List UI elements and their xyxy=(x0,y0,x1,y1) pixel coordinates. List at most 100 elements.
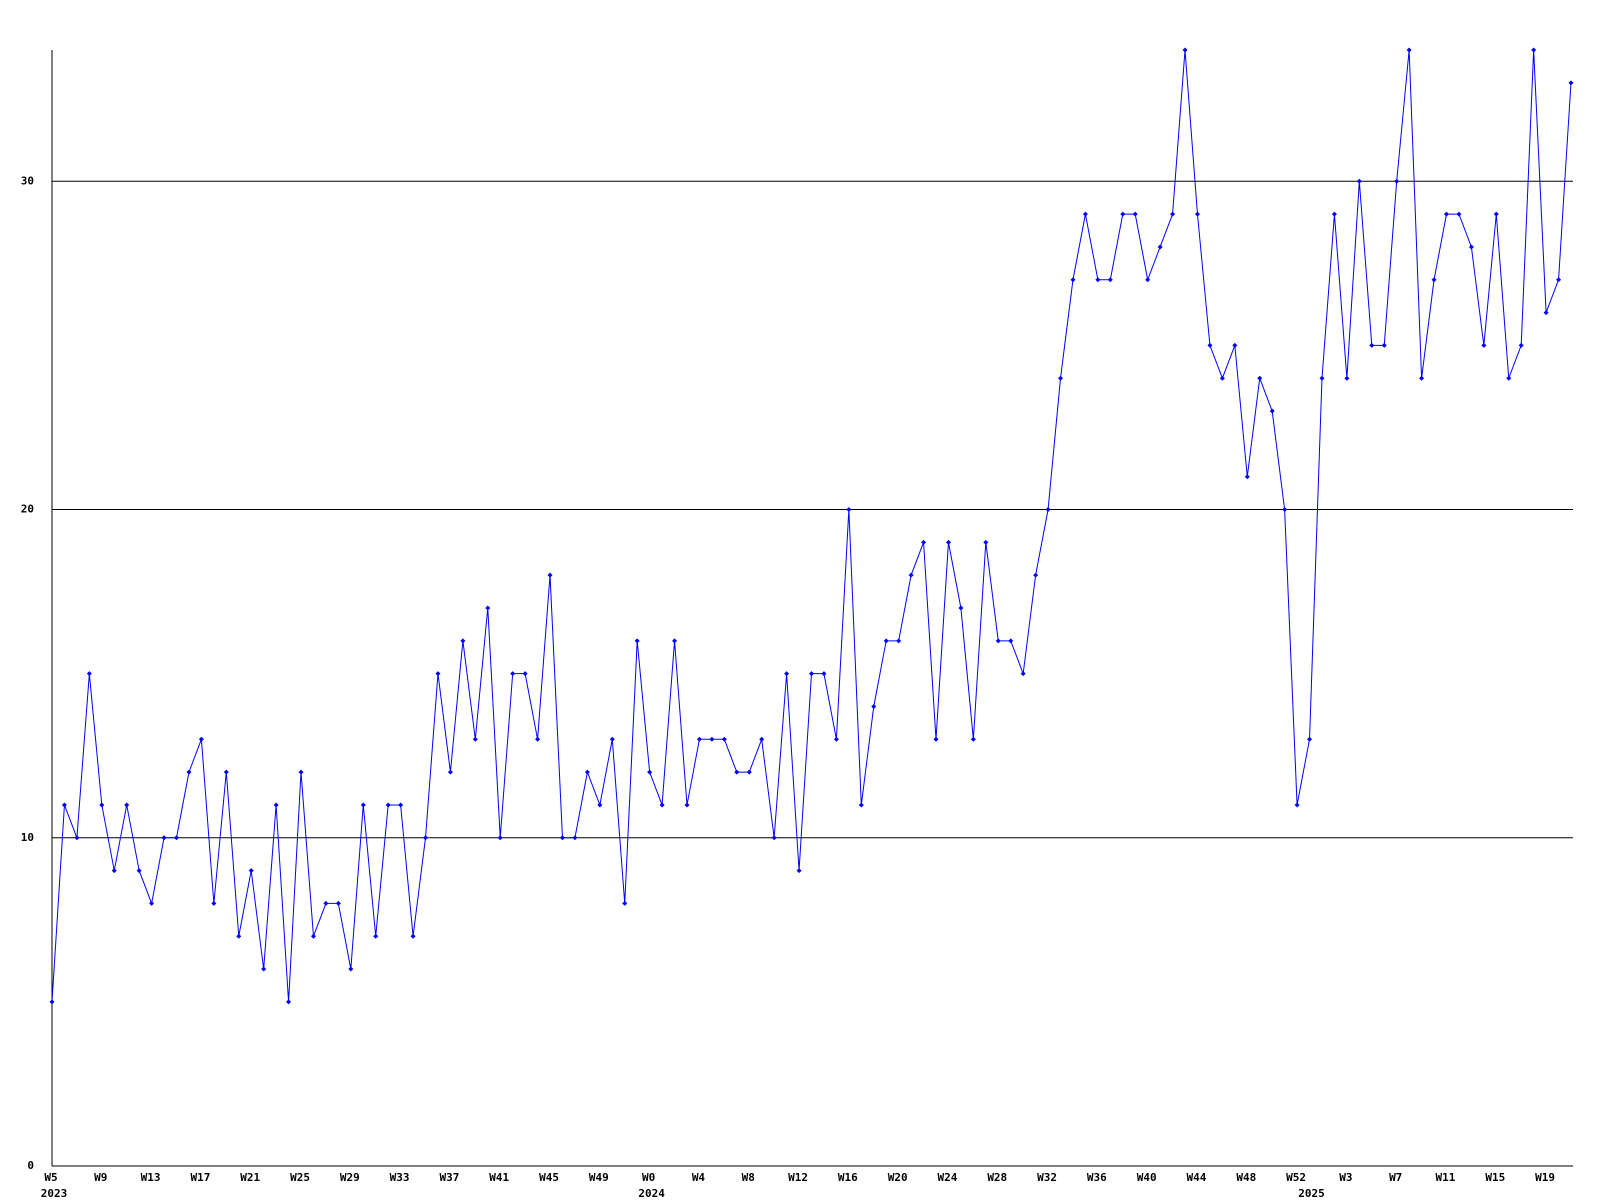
x-tick-label: W5 xyxy=(44,1171,57,1184)
data-point xyxy=(696,736,702,742)
x-tick-label: W9 xyxy=(94,1171,107,1184)
data-point xyxy=(1394,178,1400,184)
data-point xyxy=(1095,277,1101,283)
year-label: 2024 xyxy=(638,1187,665,1200)
data-point xyxy=(1070,277,1076,283)
data-point xyxy=(1232,342,1238,348)
x-tick-label: W13 xyxy=(141,1171,161,1184)
data-point xyxy=(1568,80,1574,86)
data-point xyxy=(970,736,976,742)
year-label: 2025 xyxy=(1298,1187,1325,1200)
x-tick-label: W33 xyxy=(390,1171,410,1184)
x-tick-label: W32 xyxy=(1037,1171,1057,1184)
data-point xyxy=(1319,375,1325,381)
data-point xyxy=(111,868,117,874)
data-point xyxy=(746,769,752,775)
data-point xyxy=(1406,47,1412,53)
x-tick-label: W29 xyxy=(340,1171,360,1184)
x-tick-label: W44 xyxy=(1187,1171,1207,1184)
data-point xyxy=(1369,342,1375,348)
data-point xyxy=(161,835,167,841)
data-point xyxy=(174,835,180,841)
y-tick-label: 0 xyxy=(27,1159,34,1172)
data-point xyxy=(945,539,951,545)
data-point xyxy=(447,769,453,775)
data-point xyxy=(1008,638,1014,644)
data-point xyxy=(385,802,391,808)
data-point xyxy=(535,736,541,742)
data-point xyxy=(1257,375,1263,381)
data-point xyxy=(809,671,814,677)
data-point xyxy=(1020,671,1026,677)
y-tick-label: 20 xyxy=(21,503,34,516)
data-point xyxy=(460,638,466,644)
x-tick-label: W52 xyxy=(1286,1171,1306,1184)
data-point xyxy=(1194,211,1200,217)
data-point xyxy=(1518,342,1524,348)
data-point xyxy=(211,900,217,906)
data-point xyxy=(223,769,229,775)
data-line xyxy=(51,49,1572,1002)
data-point xyxy=(622,900,628,906)
x-tick-label: W7 xyxy=(1389,1171,1402,1184)
x-tick-label: W24 xyxy=(938,1171,958,1184)
data-point xyxy=(983,539,989,545)
data-point xyxy=(1481,342,1487,348)
x-tick-label: W21 xyxy=(240,1171,260,1184)
data-point xyxy=(1045,507,1051,513)
data-point xyxy=(846,507,852,513)
data-point xyxy=(510,671,516,677)
x-tick-label: W28 xyxy=(987,1171,1007,1184)
x-tick-label: W36 xyxy=(1087,1171,1107,1184)
data-point xyxy=(1269,408,1275,414)
data-point xyxy=(323,900,329,906)
data-point xyxy=(310,933,316,939)
data-point xyxy=(435,671,441,677)
x-tick-label: W41 xyxy=(489,1171,509,1184)
data-point xyxy=(995,638,1001,644)
data-point xyxy=(1157,244,1163,250)
data-point xyxy=(709,736,715,742)
data-point xyxy=(74,835,80,841)
x-tick-label: W15 xyxy=(1485,1171,1505,1184)
data-point xyxy=(958,605,964,611)
data-point xyxy=(1344,375,1350,381)
x-tick-label: W49 xyxy=(589,1171,609,1184)
data-point xyxy=(833,736,839,742)
data-point xyxy=(1058,375,1064,381)
data-point xyxy=(896,638,902,644)
data-point xyxy=(472,736,478,742)
x-tick-label: W19 xyxy=(1535,1171,1555,1184)
data-point xyxy=(609,736,615,742)
data-point xyxy=(261,966,267,972)
data-point xyxy=(1331,211,1337,217)
data-point xyxy=(485,605,491,611)
data-point xyxy=(335,900,341,906)
data-point xyxy=(759,736,765,742)
data-point xyxy=(1182,47,1188,53)
data-point xyxy=(559,835,565,841)
data-point xyxy=(248,868,254,874)
x-tick-label: W48 xyxy=(1236,1171,1256,1184)
data-point xyxy=(1307,736,1313,742)
data-point xyxy=(99,802,105,808)
data-point xyxy=(883,638,889,644)
data-point xyxy=(1170,211,1176,217)
x-tick-label: W12 xyxy=(788,1171,808,1184)
data-point xyxy=(684,802,690,808)
data-point xyxy=(858,802,864,808)
data-point xyxy=(1543,310,1549,316)
data-point xyxy=(86,671,92,677)
data-point xyxy=(1282,507,1288,513)
x-tick-label: W25 xyxy=(290,1171,310,1184)
data-point xyxy=(186,769,192,775)
data-point xyxy=(721,736,727,742)
data-point xyxy=(49,999,55,1005)
data-point xyxy=(1207,342,1213,348)
data-point xyxy=(1456,211,1462,217)
data-point xyxy=(360,802,366,808)
data-point xyxy=(124,802,130,808)
data-point xyxy=(1431,277,1437,283)
x-tick-label: W3 xyxy=(1339,1171,1352,1184)
